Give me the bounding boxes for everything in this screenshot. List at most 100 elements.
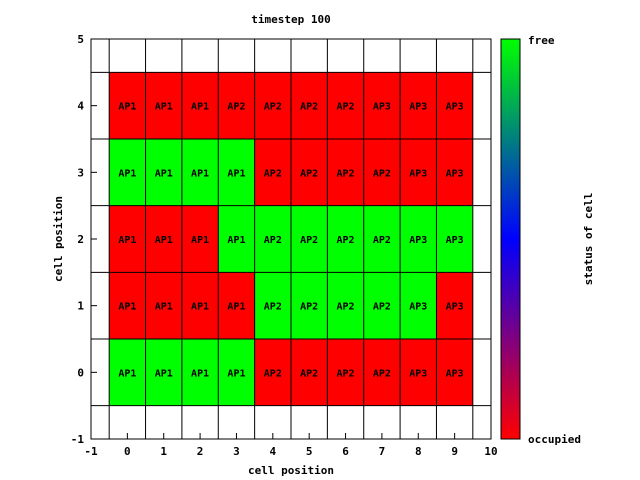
heatmap-cell bbox=[291, 272, 328, 339]
cell-label: AP1 bbox=[155, 368, 173, 379]
heatmap-cell bbox=[363, 205, 401, 273]
x-tick-label: 7 bbox=[379, 445, 386, 458]
cell-label: AP3 bbox=[409, 168, 427, 179]
y-tick-label: 1 bbox=[77, 300, 84, 313]
x-tick-label: 6 bbox=[342, 445, 349, 458]
y-tick-label: 4 bbox=[77, 100, 84, 113]
cell-label: AP1 bbox=[191, 368, 209, 379]
cell-label: AP3 bbox=[446, 168, 464, 179]
cell-label: AP2 bbox=[337, 235, 355, 246]
heatmap-cell bbox=[291, 72, 328, 139]
x-tick-label: -1 bbox=[84, 445, 98, 458]
heatmap-cell bbox=[327, 339, 364, 406]
cell-label: AP2 bbox=[300, 302, 318, 313]
cell-label: AP2 bbox=[337, 168, 355, 179]
colorbar-label: status of cell bbox=[582, 193, 595, 286]
heatmap-cell bbox=[181, 139, 219, 206]
cell-label: AP2 bbox=[264, 168, 282, 179]
cell-label: AP1 bbox=[227, 235, 245, 246]
cell-label: AP1 bbox=[191, 235, 209, 246]
cell-label: AP2 bbox=[300, 368, 318, 379]
cell-label: AP3 bbox=[446, 302, 464, 313]
heatmap-cell bbox=[109, 339, 146, 406]
heatmap-cell bbox=[181, 72, 219, 139]
y-tick-label: 5 bbox=[77, 33, 84, 46]
heatmap-cell bbox=[327, 72, 364, 139]
heatmap-cell bbox=[327, 205, 364, 273]
cell-label: AP2 bbox=[264, 302, 282, 313]
cell-label: AP2 bbox=[373, 302, 391, 313]
cell-label: AP2 bbox=[373, 368, 391, 379]
cell-label: AP2 bbox=[300, 235, 318, 246]
cell-label: AP1 bbox=[118, 235, 136, 246]
x-ticks: -1 0 1 2 3 4 5 6 7 8 9 10 bbox=[84, 433, 498, 458]
heatmap-cell bbox=[436, 139, 473, 206]
heatmap-cell bbox=[109, 72, 146, 139]
x-tick-label: 2 bbox=[197, 445, 204, 458]
x-tick-label: 1 bbox=[160, 445, 167, 458]
cell-label: AP1 bbox=[155, 302, 173, 313]
colorbar bbox=[500, 38, 521, 440]
cell-label: AP1 bbox=[118, 368, 136, 379]
heatmap-cell bbox=[109, 205, 146, 273]
cell-label: AP1 bbox=[118, 102, 136, 113]
cell-label: AP3 bbox=[409, 368, 427, 379]
heatmap-cell bbox=[218, 205, 255, 273]
x-tick-label: 4 bbox=[270, 445, 277, 458]
x-tick-label: 5 bbox=[306, 445, 313, 458]
x-axis-label: cell position bbox=[248, 464, 334, 477]
y-tick-label: -1 bbox=[71, 433, 85, 446]
cell-label: AP2 bbox=[300, 168, 318, 179]
cell-label: AP1 bbox=[118, 302, 136, 313]
heatmap-cell bbox=[181, 339, 219, 406]
heatmap-cell bbox=[109, 139, 146, 206]
heatmap-cell bbox=[218, 272, 255, 339]
cell-grid: AP1 AP1 AP1 AP2 AP2 AP2 AP2 AP3 AP3 AP3 AP1 AP1 AP1 A… bbox=[109, 72, 473, 406]
cell-label: AP2 bbox=[337, 302, 355, 313]
heatmap-cell bbox=[145, 205, 182, 273]
heatmap-cell bbox=[218, 72, 255, 139]
heatmap-cell bbox=[109, 272, 146, 339]
heatmap-cell bbox=[400, 339, 437, 406]
cell-label: AP1 bbox=[227, 368, 245, 379]
cell-label: AP2 bbox=[264, 368, 282, 379]
heatmap-cell bbox=[291, 139, 328, 206]
heatmap-cell bbox=[181, 205, 219, 273]
cell-label: AP1 bbox=[227, 302, 245, 313]
cell-label: AP3 bbox=[446, 102, 464, 113]
y-ticks: -1 0 1 2 3 4 5 bbox=[71, 33, 97, 446]
heatmap-cell bbox=[363, 272, 401, 339]
heatmap-cell bbox=[363, 339, 401, 406]
heatmap-cell bbox=[291, 339, 328, 406]
heatmap-cell bbox=[400, 272, 437, 339]
cell-label: AP2 bbox=[373, 168, 391, 179]
x-tick-label: 10 bbox=[484, 445, 497, 458]
heatmap-cell bbox=[254, 72, 291, 139]
cell-label: AP1 bbox=[155, 168, 173, 179]
cell-label: AP1 bbox=[191, 102, 209, 113]
gridlines bbox=[91, 39, 491, 439]
colorbar-top-label: free bbox=[528, 34, 555, 47]
cell-label: AP1 bbox=[155, 235, 173, 246]
heatmap-cell bbox=[145, 339, 182, 406]
heatmap-cell bbox=[218, 139, 255, 206]
heatmap-cell bbox=[400, 139, 437, 206]
heatmap-cell bbox=[181, 272, 219, 339]
chart-title: timestep 100 bbox=[251, 13, 330, 26]
heatmap-cell bbox=[436, 272, 473, 339]
cell-label: AP2 bbox=[337, 102, 355, 113]
heatmap-cell bbox=[400, 205, 437, 273]
x-tick-label: 9 bbox=[451, 445, 458, 458]
heatmap-cell bbox=[218, 339, 255, 406]
cell-label: AP1 bbox=[227, 168, 245, 179]
y-axis-label: cell position bbox=[52, 196, 65, 282]
cell-label: AP2 bbox=[264, 235, 282, 246]
y-tick-label: 2 bbox=[77, 233, 84, 246]
heatmap-cell bbox=[291, 205, 328, 273]
x-tick-label: 3 bbox=[233, 445, 240, 458]
cell-label: AP1 bbox=[118, 168, 136, 179]
cell-label: AP2 bbox=[227, 102, 245, 113]
x-tick-label: 8 bbox=[415, 445, 422, 458]
cell-label: AP2 bbox=[373, 235, 391, 246]
